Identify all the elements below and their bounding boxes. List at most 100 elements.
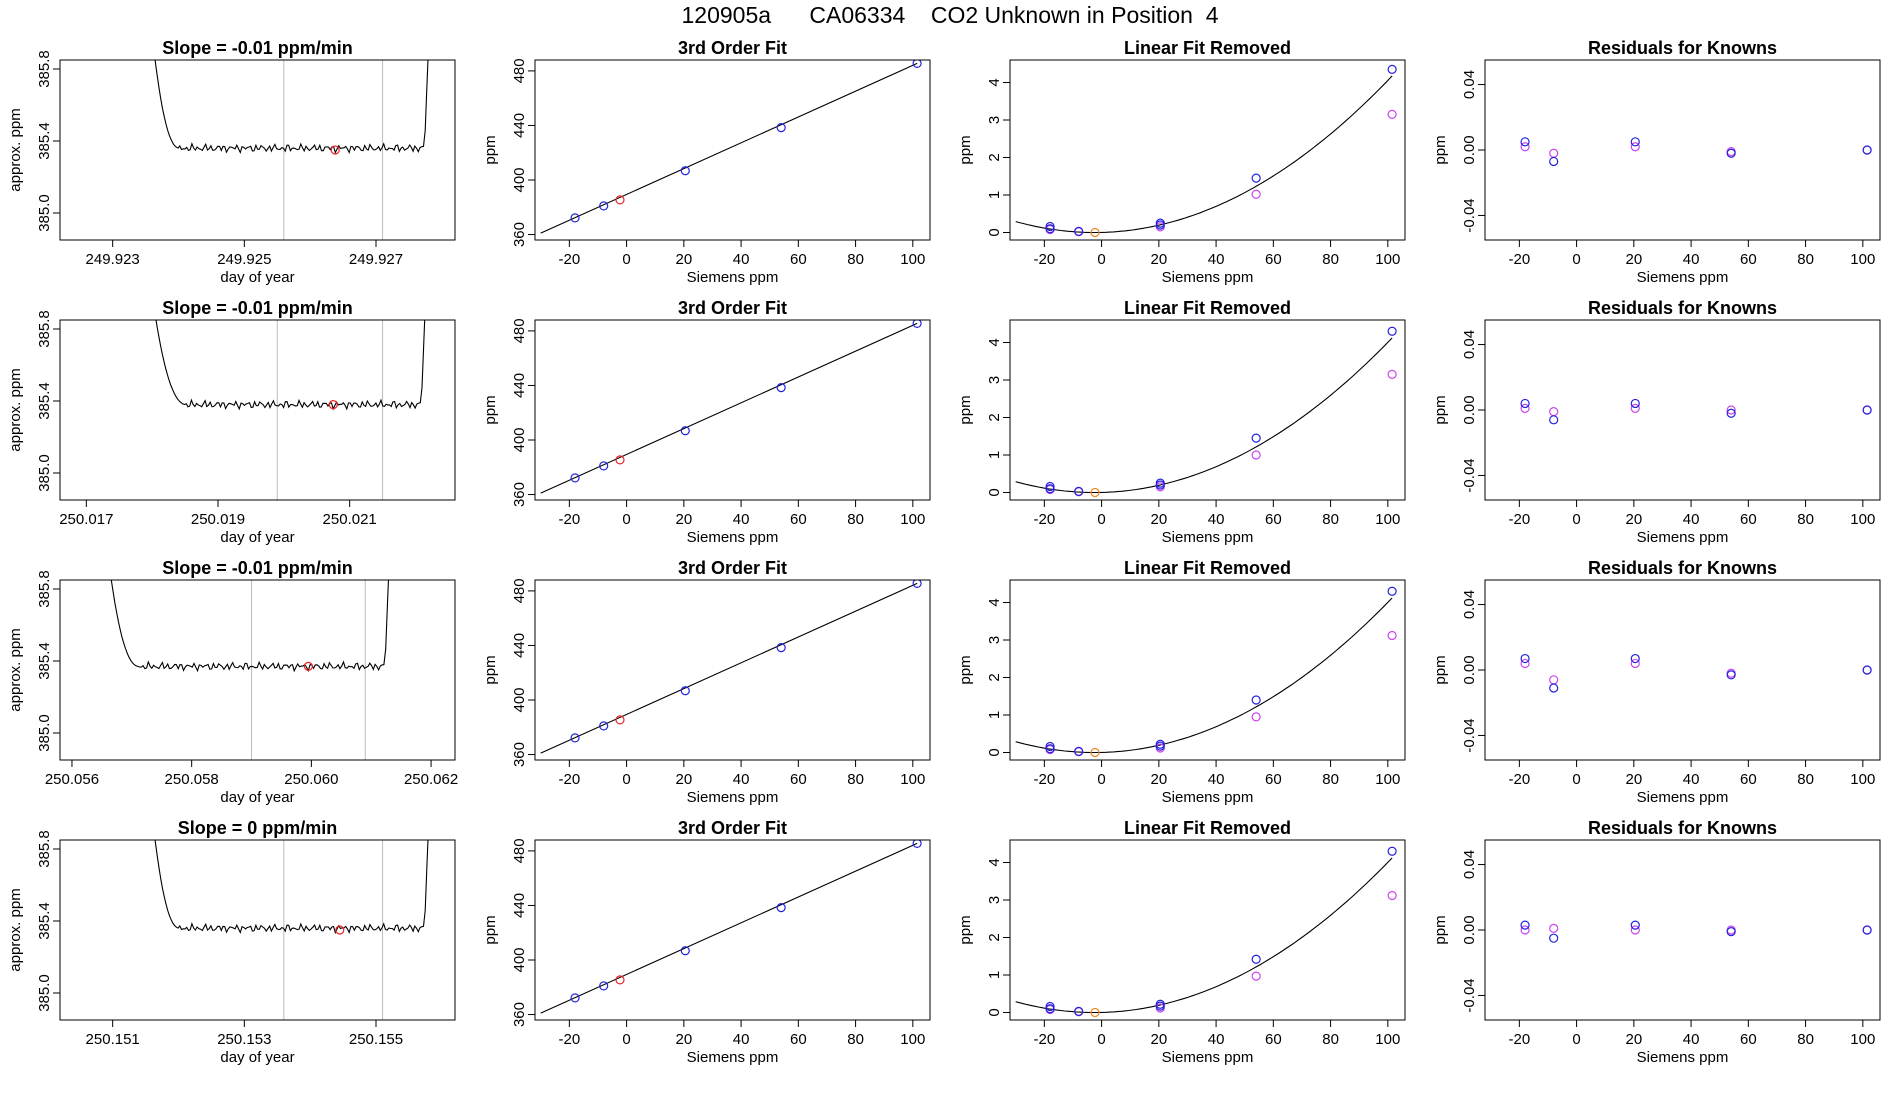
residual-point-blue [1520, 920, 1530, 930]
plot-area [540, 580, 922, 754]
y-tick-label: 385.0 [36, 454, 53, 492]
x-tick-label: 250.056 [45, 771, 99, 788]
x-axis-label: Siemens ppm [687, 1049, 779, 1066]
unknown-point [615, 715, 625, 725]
panel-title: Slope = -0.01 ppm/min [162, 298, 353, 318]
co2-trace [155, 320, 426, 411]
x-tick-label: -20 [1034, 771, 1056, 788]
plot-frame [59, 59, 456, 241]
known-point [599, 461, 609, 471]
panel-title: Linear Fit Removed [1124, 558, 1291, 578]
y-tick-label: 385.4 [36, 122, 53, 160]
x-tick-label: 20 [1150, 251, 1167, 268]
known-point [912, 60, 922, 69]
x-tick-label: 40 [1683, 771, 1700, 788]
x-tick-label: 0 [1572, 251, 1580, 268]
x-tick-label: 20 [1625, 511, 1642, 528]
y-tick-label: 385.8 [36, 50, 53, 88]
x-tick-label: 0 [1572, 1031, 1580, 1048]
y-tick-label: -0.04 [1461, 978, 1478, 1012]
x-tick-label: 40 [733, 1031, 750, 1048]
x-tick-label: -20 [1509, 771, 1531, 788]
x-tick-label: 100 [1375, 511, 1400, 528]
panel-residuals-row1: Residuals for Knowns -20 0 20 40 60 80 100 -0.04… [1432, 38, 1881, 286]
panel-linear-removed-row2: Linear Fit Removed -20 0 20 40 60 80 100 0 1 2 3 4 Si… [957, 298, 1406, 546]
plot-frame [1009, 319, 1406, 501]
plot-area [154, 60, 429, 240]
plot-area [1015, 586, 1397, 758]
y-tick-label: 2 [986, 933, 1003, 941]
x-tick-label: 249.927 [349, 251, 403, 268]
y-tick-label: 385.8 [36, 310, 53, 348]
known-point [599, 981, 609, 991]
known-point-magenta [1251, 712, 1261, 722]
x-tick-label: 60 [1265, 251, 1282, 268]
y-tick-label: 2 [986, 673, 1003, 681]
y-tick-label: 400 [511, 687, 528, 712]
x-tick-label: 100 [1850, 251, 1875, 268]
y-tick-label: 385.8 [36, 570, 53, 608]
panel-title: Slope = -0.01 ppm/min [162, 558, 353, 578]
x-tick-label: 40 [1208, 251, 1225, 268]
x-tick-label: 60 [1265, 511, 1282, 528]
page-title: 120905a CA06334 CO2 Unknown in Position … [681, 2, 1219, 28]
plot-frame [1484, 579, 1881, 761]
x-tick-label: 100 [900, 771, 925, 788]
y-tick-label: 1 [986, 191, 1003, 199]
x-axis-label: Siemens ppm [1162, 529, 1254, 546]
x-axis-label: Siemens ppm [687, 269, 779, 286]
y-tick-label: 480 [511, 318, 528, 343]
x-axis-label: Siemens ppm [1162, 1049, 1254, 1066]
plot-frame [1484, 319, 1881, 501]
known-point-blue [1155, 1001, 1165, 1011]
x-tick-label: 60 [790, 251, 807, 268]
y-axis-label: ppm [957, 655, 974, 684]
x-axis-label: Siemens ppm [1637, 1049, 1729, 1066]
x-tick-label: 0 [1097, 511, 1105, 528]
x-tick-label: 60 [790, 1031, 807, 1048]
y-axis-label: approx. ppm [7, 628, 24, 711]
x-axis-label: Siemens ppm [1162, 789, 1254, 806]
x-axis-label: Siemens ppm [687, 529, 779, 546]
x-axis-label: day of year [220, 269, 294, 286]
known-point-magenta [1387, 630, 1397, 641]
x-tick-label: 250.153 [217, 1031, 271, 1048]
y-tick-label: 400 [511, 167, 528, 192]
known-point-blue [1387, 586, 1397, 596]
fit-line [540, 842, 918, 1014]
residual-point-blue [1726, 670, 1736, 680]
known-point-blue [1074, 486, 1084, 496]
plot-frame [59, 579, 456, 761]
sample-marker [328, 400, 338, 410]
x-tick-label: 60 [1740, 251, 1757, 268]
y-tick-label: 1 [986, 711, 1003, 719]
x-tick-label: 80 [847, 1031, 864, 1048]
known-point [570, 213, 580, 223]
x-tick-label: 60 [790, 511, 807, 528]
known-point [680, 946, 690, 956]
panel-title: Residuals for Knowns [1588, 558, 1777, 578]
unknown-point [1090, 747, 1100, 758]
x-tick-label: 20 [1625, 1031, 1642, 1048]
known-point-blue [1155, 480, 1165, 490]
y-tick-label: 2 [986, 153, 1003, 161]
residual-point-magenta [1549, 675, 1559, 685]
x-tick-label: -20 [1034, 1031, 1056, 1048]
y-axis-label: ppm [1432, 655, 1449, 684]
x-tick-label: 20 [1625, 771, 1642, 788]
x-tick-label: 20 [675, 771, 692, 788]
x-tick-label: -20 [1034, 511, 1056, 528]
y-axis-label: ppm [482, 135, 499, 164]
panel-linear-removed-row3: Linear Fit Removed -20 0 20 40 60 80 100 0 1 2 3 4 Si… [957, 558, 1406, 806]
plot-area [155, 320, 426, 500]
y-tick-label: 385.4 [36, 642, 53, 680]
y-tick-label: 2 [986, 413, 1003, 421]
y-tick-label: 400 [511, 947, 528, 972]
y-tick-label: 385.4 [36, 902, 53, 940]
unknown-point [1090, 227, 1100, 238]
panel-time-series-row4: Slope = 0 ppm/min 250.151 250.153 250.155 38… [7, 818, 456, 1066]
residual-point-magenta [1630, 142, 1640, 152]
y-tick-label: -0.04 [1461, 718, 1478, 752]
residual-point-blue [1726, 408, 1736, 418]
y-tick-label: 3 [986, 376, 1003, 384]
